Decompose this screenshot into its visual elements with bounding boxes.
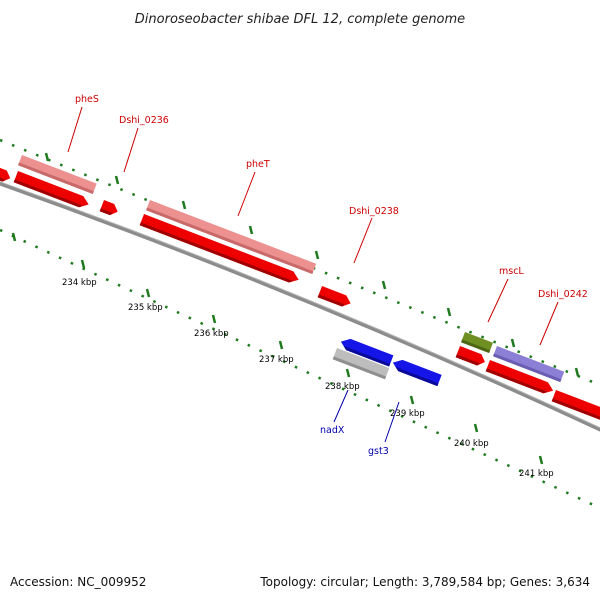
kbp-label: 234 kbp: [62, 278, 97, 288]
leader-line: [539, 301, 559, 346]
cds-arrow-edge[interactable]: [551, 390, 600, 426]
gene-pheT-feature[interactable]: [146, 200, 317, 275]
gene-label-gst3[interactable]: gst3: [368, 446, 389, 457]
gene-label-Dshi_0242[interactable]: Dshi_0242: [538, 289, 588, 300]
cds-row: [0, 164, 600, 426]
gene-nadX-arrow[interactable]: [339, 336, 394, 367]
cds-mscL-arrow[interactable]: [455, 346, 487, 368]
genome-backbone-highlight: [0, 181, 600, 429]
outer-major-ticks: [44, 152, 580, 377]
leader-line: [353, 217, 373, 264]
leader-line: [333, 389, 349, 423]
kbp-label: 237 kbp: [259, 355, 294, 365]
gene-nadX-feature[interactable]: [332, 348, 390, 380]
inner-tick-track: [0, 228, 600, 510]
gene-gst3-arrow[interactable]: [391, 357, 442, 387]
kbp-label: 240 kbp: [454, 439, 489, 449]
accession-text: Accession: NC_009952: [10, 575, 146, 589]
map-title: Dinoroseobacter shibae DFL 12, complete …: [135, 12, 465, 27]
inner-major-ticks: [11, 232, 544, 465]
gene-label-Dshi_0236[interactable]: Dshi_0236: [119, 115, 169, 126]
gene-labels-above: pheS Dshi_0236 pheT Dshi_0238 mscL Dshi_…: [67, 94, 588, 346]
gene-label-nadX[interactable]: nadX: [320, 425, 345, 436]
kbp-label: 238 kbp: [325, 382, 360, 392]
upper-gene-row: [18, 155, 565, 383]
genome-backbone: [0, 181, 600, 432]
leader-line: [237, 171, 256, 217]
kbp-label: 235 kbp: [128, 303, 163, 313]
leader-line: [384, 401, 400, 443]
cds-arrow[interactable]: [0, 164, 12, 184]
gene-Dshi_0242-feature[interactable]: [493, 346, 565, 383]
cds-pheT-arrow[interactable]: [139, 214, 301, 285]
cds-Dshi_0238-arrow[interactable]: [317, 286, 353, 309]
gene-label-pheT[interactable]: pheT: [246, 159, 270, 170]
cds-Dshi_0242-arrow[interactable]: [485, 360, 556, 396]
gene-label-pheS[interactable]: pheS: [75, 94, 99, 105]
cds-pheS-arrow[interactable]: [13, 171, 91, 210]
leader-line: [487, 278, 509, 323]
genome-summary-text: Topology: circular; Length: 3,789,584 bp…: [259, 575, 590, 589]
leader-line: [67, 106, 83, 153]
gene-mscL-feature[interactable]: [461, 332, 494, 354]
kbp-labels: 234 kbp 235 kbp 236 kbp 237 kbp 238 kbp …: [62, 278, 554, 479]
gene-label-Dshi_0238[interactable]: Dshi_0238: [349, 206, 399, 217]
kbp-label: 241 kbp: [519, 469, 554, 479]
reverse-strand-row: [332, 336, 442, 387]
kbp-label: 236 kbp: [194, 329, 229, 339]
cds-Dshi_0236-arrow[interactable]: [99, 200, 120, 217]
kbp-label: 239 kbp: [390, 409, 425, 419]
gene-label-mscL[interactable]: mscL: [499, 266, 524, 277]
gene-labels-below: nadX gst3: [320, 389, 400, 457]
gene-pheS-feature[interactable]: [18, 155, 97, 194]
leader-line: [123, 127, 139, 173]
outer-tick-track: [0, 138, 600, 387]
